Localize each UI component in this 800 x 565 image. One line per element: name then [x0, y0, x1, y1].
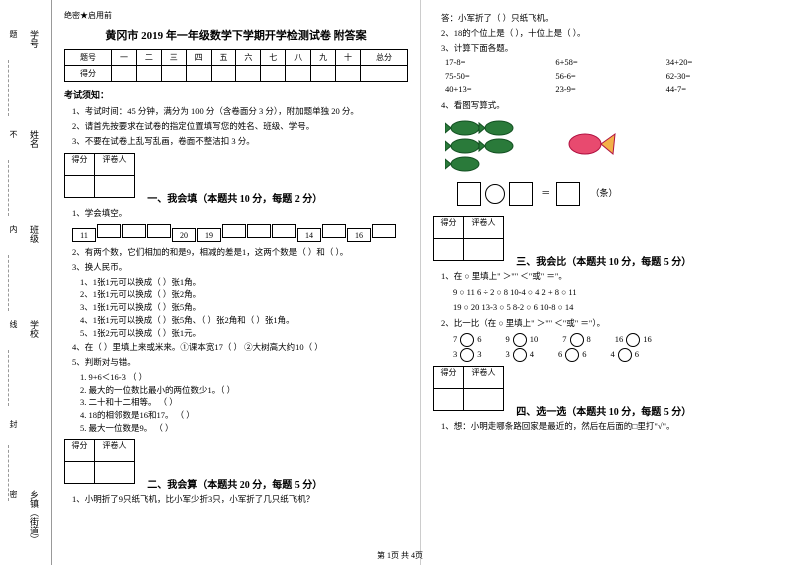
- notice-line: 3、不要在试卷上乱写乱画，卷面不整洁扣 3 分。: [72, 135, 408, 148]
- margin-label: 学校: [28, 320, 41, 338]
- margin-mark: 内: [8, 225, 19, 233]
- section-4-title: 四、选一选（本题共 10 分，每题 5 分）: [516, 407, 691, 418]
- score-table: 题号一二三四五六七八九十总分 得分: [64, 49, 408, 82]
- compare-row: 33346646: [453, 347, 776, 362]
- q1-2: 2、有两个数，它们相加的和是9，相减的差是1，这两个数是（ ）和（ ）。: [72, 246, 408, 259]
- margin-mark: 题: [8, 30, 19, 38]
- q4-1: 1、想：小明走哪条路回家是最近的，然后在后面的□里打"√"。: [441, 420, 776, 433]
- q1-3-sub: 3、1张1元可以换成（ ）张5角。: [80, 301, 408, 314]
- section-3-title: 三、我会比（本题共 10 分，每题 5 分）: [516, 257, 691, 268]
- secrecy-tag: 绝密★启用前: [64, 10, 408, 21]
- q3-2: 2、比一比（在 ○ 里填上" ＞"" ＜"或" ＝"）。: [441, 317, 776, 330]
- margin-mark: 不: [8, 130, 19, 138]
- q2-4: 4、看图写算式。: [441, 99, 776, 112]
- notice-line: 2、请首先按要求在试卷的指定位置填写您的姓名、班级、学号。: [72, 120, 408, 133]
- answer-line: 答：小军折了（ ）只纸飞机。: [441, 12, 776, 25]
- section-2-title: 二、我会算（本题共 20 分，每题 5 分）: [147, 480, 322, 491]
- q2-3: 3、计算下面各题。: [441, 42, 776, 55]
- q1-3: 3、换人民币。: [72, 261, 408, 274]
- q2-2: 2、18的个位上是（ ），十位上是（ ）。: [441, 27, 776, 40]
- compare-row: 9 ○ 11 6 ÷ 2 ○ 8 10-4 ○ 4 2 + 8 ○ 11: [453, 285, 776, 300]
- marker-box: 得分评卷人: [433, 366, 504, 411]
- calc-row: 75-50=56-6=62-30=: [445, 70, 776, 84]
- q1-4: 4、在（ ）里填上来或米来。①课本宽17（ ） ②大树高大约10（ ）: [72, 341, 408, 354]
- margin-label: 姓名: [28, 130, 41, 148]
- compare-row: 76910781616: [453, 332, 776, 347]
- notice-line: 1、考试时间：45 分钟，满分为 100 分（含卷面分 3 分），附加题单独 2…: [72, 105, 408, 118]
- margin-line: [8, 350, 9, 406]
- margin-line: [8, 60, 9, 116]
- margin-mark: 密: [8, 490, 19, 498]
- q1-5-sub: 4. 18的相邻数是16和17。 （ ）: [80, 409, 408, 422]
- calc-row: 17-8=6+58=34+20=: [445, 56, 776, 70]
- margin-mark: 线: [8, 320, 19, 328]
- q1-5-sub: 1. 9+6＜16-3 （ ）: [80, 371, 408, 384]
- margin-mark: 封: [8, 420, 19, 428]
- q1-3-sub: 4、1张1元可以换成（ ）张5角、（ ）张2角和（ ）张1角。: [80, 314, 408, 327]
- margin-label: 乡镇（街道）: [28, 490, 41, 544]
- q1-3-sub: 2、1张1元可以换成（ ）张2角。: [80, 288, 408, 301]
- margin-label: 班级: [28, 225, 41, 243]
- q1-5-sub: 3. 二十和十二相等。 （ ）: [80, 396, 408, 409]
- q3-1: 1、在 ○ 里填上" ＞"" ＜"或" ＝"。: [441, 270, 776, 283]
- notice-title: 考试须知：: [64, 88, 408, 101]
- q1-1: 1、学会填空。: [72, 207, 408, 220]
- marker-box: 得分评卷人: [64, 153, 135, 198]
- number-boxes: 1120191416: [72, 224, 408, 242]
- fish-figure: [445, 116, 776, 176]
- calc-row: 40+13=23-9=44-7=: [445, 83, 776, 97]
- q1-5: 5、判断对与错。: [72, 356, 408, 369]
- margin-line: [8, 255, 9, 311]
- q1-3-sub: 1、1张1元可以换成（ ）张1角。: [80, 276, 408, 289]
- marker-box: 得分评卷人: [64, 439, 135, 484]
- q1-5-sub: 2. 最大的一位数比最小的两位数少1。（ ）: [80, 384, 408, 397]
- q1-3-sub: 5、1张2元可以换成（ ）张1元。: [80, 327, 408, 340]
- exam-title: 黄冈市 2019 年一年级数学下学期开学检测试卷 附答案: [64, 27, 408, 43]
- page-footer: 第 1页 共 4页: [0, 550, 800, 561]
- section-1-title: 一、我会填（本题共 10 分，每题 2 分）: [147, 194, 322, 205]
- compare-row: 19 ○ 20 13-3 ○ 5 8-2 ○ 6 10-8 ○ 14: [453, 300, 776, 315]
- equation-boxes: ＝ （条）: [457, 182, 776, 206]
- margin-line: [8, 160, 9, 216]
- q1-5-sub: 5. 最大一位数是9。 （ ）: [80, 422, 408, 435]
- marker-box: 得分评卷人: [433, 216, 504, 261]
- margin-label: 学号: [28, 30, 41, 48]
- q2-1: 1、小明折了9只纸飞机，比小军少折3只，小军折了几只纸飞机？: [72, 493, 408, 506]
